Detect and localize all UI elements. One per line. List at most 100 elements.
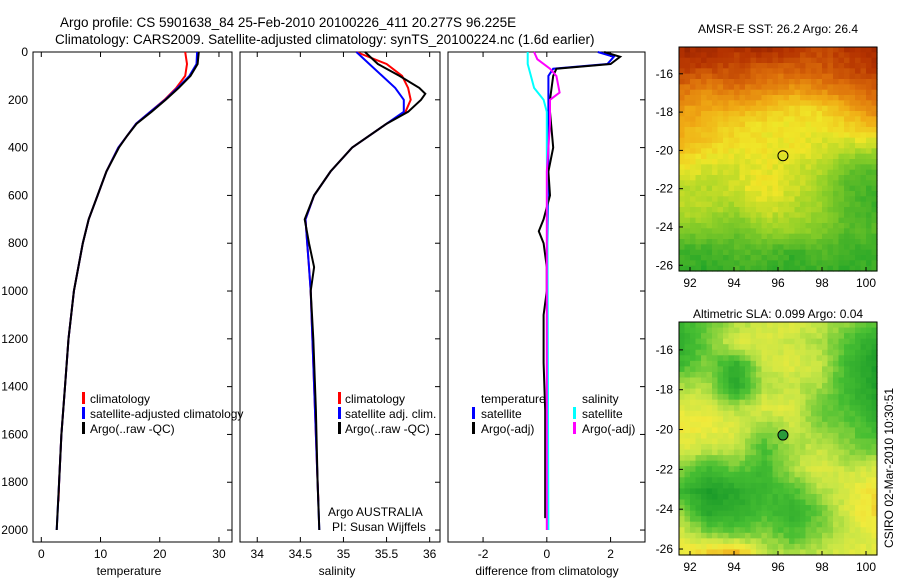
map-cell — [827, 260, 834, 267]
map-cell — [695, 180, 702, 187]
map-cell — [822, 132, 829, 139]
map-cell — [684, 255, 691, 261]
map-cell — [778, 538, 785, 545]
map-cell — [805, 127, 812, 133]
map-cell — [712, 185, 719, 192]
map-cell — [706, 249, 713, 256]
map-cell — [860, 68, 867, 75]
map-cell — [838, 244, 845, 251]
map-cell — [816, 239, 823, 245]
map-cell — [739, 201, 746, 208]
map-cell — [772, 532, 779, 539]
map-cell — [717, 79, 724, 85]
map-cell — [844, 377, 851, 384]
map-cell — [756, 196, 763, 203]
map-cell — [734, 432, 741, 440]
map-cell — [833, 196, 840, 203]
map-cell — [822, 175, 829, 181]
map-cell — [838, 388, 845, 395]
map-cell — [800, 212, 807, 219]
map-cell — [871, 84, 878, 91]
map-cell — [728, 488, 735, 495]
map-cell — [706, 349, 713, 356]
map-cell — [833, 95, 840, 101]
map-cell — [745, 148, 752, 155]
map-cell — [844, 223, 851, 229]
map-cell — [717, 217, 724, 224]
map-cell — [855, 52, 862, 59]
x-tick-label: 34.5 — [289, 547, 313, 561]
map-cell — [723, 89, 730, 96]
map-cell — [701, 79, 708, 85]
map-cell — [690, 349, 697, 356]
map-cell — [756, 265, 763, 272]
map-cell — [679, 159, 686, 165]
map-cell — [833, 477, 840, 484]
map-cell — [805, 510, 812, 517]
map-cell — [860, 416, 867, 423]
map-cell — [690, 52, 697, 59]
map-cell — [822, 255, 829, 261]
map-cell — [855, 444, 862, 451]
map-cell — [866, 477, 873, 484]
map-cell — [756, 185, 763, 192]
map-cell — [745, 543, 752, 551]
map-cell — [761, 175, 768, 181]
map-cell — [822, 52, 829, 59]
map-cell — [745, 233, 752, 240]
map-cell — [778, 405, 785, 412]
map-cell — [822, 95, 829, 101]
map-cell — [690, 532, 697, 539]
map-cell — [855, 549, 862, 556]
map-cell — [816, 538, 823, 545]
map-cell — [728, 57, 735, 64]
map-cell — [695, 399, 702, 406]
map-cell — [717, 223, 724, 229]
map-cell — [728, 121, 735, 128]
map-cell — [855, 255, 862, 261]
map-cell — [772, 455, 779, 462]
map-cell — [844, 159, 851, 165]
map-cell — [756, 488, 763, 495]
map-cell — [745, 100, 752, 107]
map-cell — [778, 410, 785, 417]
map-cell — [789, 52, 796, 59]
map-cell — [844, 169, 851, 176]
map-cell — [723, 47, 730, 53]
map-cell — [778, 89, 785, 96]
map-cell — [822, 371, 829, 379]
map-cell — [778, 116, 785, 123]
map-cell — [745, 360, 752, 367]
map-cell — [745, 164, 752, 171]
map-cell — [800, 239, 807, 245]
map-cell — [706, 388, 713, 395]
map-cell — [745, 388, 752, 395]
map-cell — [833, 47, 840, 53]
map-cell — [767, 105, 774, 112]
map-cell — [822, 196, 829, 203]
map-cell — [750, 488, 757, 495]
map-cell — [833, 127, 840, 133]
map-cell — [706, 260, 713, 267]
map-cell — [772, 499, 779, 506]
map-cell — [783, 405, 790, 412]
map-cell — [739, 137, 746, 144]
map-cell — [695, 427, 702, 434]
map-cell — [684, 493, 691, 501]
legend-swatch-sal-argo — [573, 422, 576, 434]
map-cell — [690, 410, 697, 417]
map-cell — [701, 95, 708, 101]
map-cell — [750, 73, 757, 80]
map-cell — [712, 383, 719, 390]
map-cell — [712, 510, 719, 517]
map-cell — [849, 449, 856, 456]
map-cell — [838, 460, 845, 467]
map-cell — [706, 196, 713, 203]
map-cell — [805, 196, 812, 203]
map-cell — [811, 427, 818, 434]
map-cell — [756, 105, 763, 112]
map-cell — [701, 338, 708, 345]
map-cell — [761, 493, 768, 501]
map-cell — [866, 153, 873, 160]
map-cell — [728, 355, 735, 362]
